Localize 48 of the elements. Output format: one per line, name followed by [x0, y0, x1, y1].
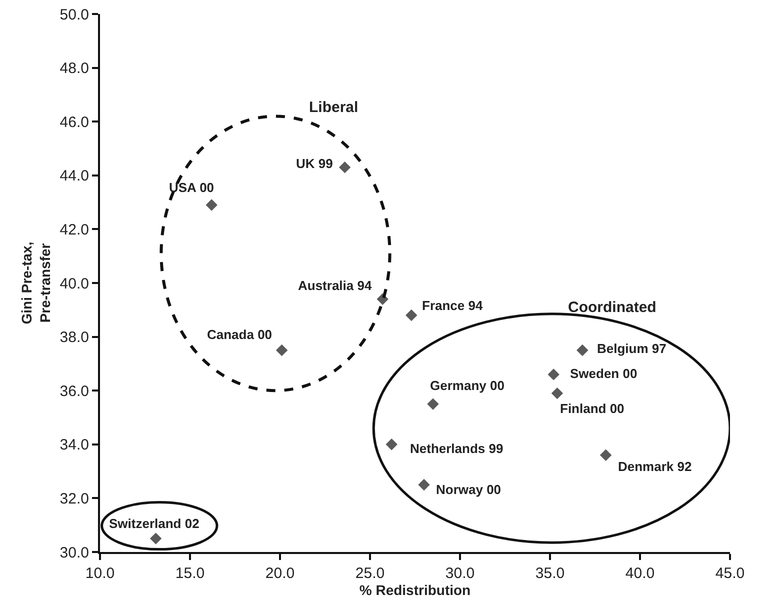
point	[427, 398, 439, 410]
x-tick-label: 35.0	[535, 565, 565, 582]
y-tick-label: 50.0	[60, 6, 89, 24]
annotation: USA 00	[169, 180, 214, 195]
point	[338, 161, 351, 174]
annotation: Liberal	[309, 99, 358, 116]
annotation: Norway 00	[436, 482, 502, 497]
x-axis-title: % Redistribution	[359, 582, 471, 598]
point	[418, 478, 430, 491]
annotation: Switzerland 02	[109, 516, 200, 531]
point	[276, 344, 288, 356]
point	[551, 387, 564, 400]
x-tick-label: 40.0	[625, 565, 655, 582]
annotation: Finland 00	[560, 401, 624, 416]
y-tick-label: 42.0	[60, 221, 89, 238]
annotation: Sweden 00	[570, 366, 638, 381]
x-tick-label: 25.0	[355, 565, 385, 582]
point	[150, 532, 162, 544]
annotation: Denmark 92	[618, 459, 692, 474]
y-tick-label: 46.0	[60, 114, 89, 131]
x-tick-label: 45.0	[715, 565, 745, 582]
x-tick-label: 20.0	[265, 565, 295, 582]
point	[576, 344, 588, 356]
annotation: Australia 94	[298, 278, 372, 293]
annotation: Canada 00	[207, 327, 272, 342]
point	[548, 368, 560, 380]
annotation: UK 99	[296, 156, 333, 171]
point	[406, 309, 418, 322]
annotation: France 94	[422, 298, 484, 313]
y-tick-label: 40.0	[60, 275, 89, 292]
annotation: Coordinated	[568, 299, 656, 316]
x-tick-label: 15.0	[175, 565, 205, 582]
y-tick-label: 44.0	[60, 168, 89, 185]
point	[600, 449, 612, 462]
y-tick-label: 36.0	[60, 382, 89, 400]
x-tick-label: 30.0	[445, 565, 475, 582]
annotation: Netherlands 99	[410, 441, 504, 456]
y-tick-label: 32.0	[60, 490, 89, 508]
y-tick-label: 48.0	[60, 60, 89, 78]
y-tick-label: 38.0	[60, 329, 89, 346]
y-tick-label: 34.0	[60, 436, 89, 454]
annotation: Belgium 97	[597, 341, 666, 356]
annotation: Germany 00	[430, 378, 504, 393]
y-axis-title: Gini Pre-tax, Pre-transfer	[18, 242, 53, 324]
point	[386, 438, 398, 450]
y-tick-label: 30.0	[60, 544, 89, 562]
point	[206, 199, 218, 211]
x-tick-label: 10.0	[85, 565, 115, 582]
